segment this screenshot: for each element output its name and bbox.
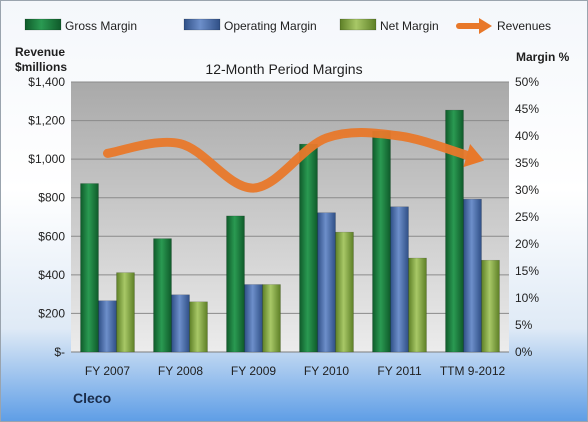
right-tick-label: 40%: [515, 129, 539, 143]
x-tick-label: FY 2011: [377, 364, 422, 378]
bar-gross-margin: [226, 215, 245, 353]
left-tick-label: $1,000: [28, 152, 65, 166]
left-tick-label: $800: [38, 191, 65, 205]
chart-title: 12-Month Period Margins: [205, 61, 362, 77]
right-tick-label: 5%: [515, 318, 533, 332]
right-tick-label: 10%: [515, 291, 539, 305]
right-axis-label: Margin %: [516, 50, 570, 64]
right-tick-label: 20%: [515, 237, 539, 251]
bar-gross-margin: [153, 238, 172, 353]
bar-operating-margin: [171, 294, 190, 353]
legend-arrowhead: [479, 18, 492, 34]
bar-net-margin: [408, 257, 427, 353]
right-tick-label: 35%: [515, 156, 539, 170]
x-tick-label: FY 2009: [231, 364, 276, 378]
bar-gross-margin: [299, 143, 318, 353]
left-tick-label: $-: [54, 345, 65, 359]
bar-operating-margin: [317, 212, 336, 353]
left-axis-label-line1: Revenue: [15, 45, 65, 59]
left-tick-label: $200: [38, 306, 65, 320]
legend: Gross Margin Operating Margin Net Margin Re…: [24, 18, 551, 34]
bars: [80, 109, 500, 353]
right-tick-label: 45%: [515, 102, 539, 116]
bar-operating-margin: [390, 206, 409, 353]
grid-lines: [71, 81, 509, 353]
left-axis-ticks: $- $200 $400 $600 $800 $1,000 $1,200 $1,400: [28, 75, 65, 359]
bar-gross-margin: [80, 183, 99, 353]
right-axis-ticks: 0% 5% 10% 15% 20% 25% 30% 35% 40% 45% 50%: [515, 75, 539, 359]
left-axis-label-line2: $millions: [15, 60, 67, 74]
legend-label: Gross Margin: [65, 19, 137, 33]
bar-net-margin: [481, 259, 500, 353]
right-tick-label: 30%: [515, 183, 539, 197]
left-tick-label: $400: [38, 268, 65, 282]
left-tick-label: $1,200: [28, 114, 65, 128]
right-tick-label: 50%: [515, 75, 539, 89]
bar-net-margin: [189, 301, 208, 353]
revenue-curve: [103, 127, 477, 193]
legend-swatch-operating-margin: [183, 18, 221, 31]
x-tick-label: FY 2010: [304, 364, 349, 378]
legend-swatch-net-margin: [339, 18, 377, 31]
bar-net-margin: [116, 272, 135, 353]
legend-swatch-gross-margin: [24, 18, 62, 31]
x-tick-label: FY 2007: [85, 364, 130, 378]
x-tick-label: TTM 9-2012: [440, 364, 506, 378]
revenue-arrowhead: [463, 144, 485, 168]
x-axis-ticks: FY 2007 FY 2008 FY 2009 FY 2010 FY 2011 TTM 9…: [85, 364, 506, 378]
bar-net-margin: [335, 231, 354, 353]
revenue-line: [103, 127, 485, 193]
left-tick-label: $1,400: [28, 75, 65, 89]
right-tick-label: 0%: [515, 345, 533, 359]
legend-label: Operating Margin: [224, 19, 317, 33]
bar-gross-margin: [372, 130, 391, 353]
bar-operating-margin: [244, 284, 263, 353]
bar-operating-margin: [98, 300, 117, 353]
right-tick-label: 25%: [515, 210, 539, 224]
legend-label: Revenues: [497, 19, 551, 33]
right-tick-label: 15%: [515, 264, 539, 278]
company-label: Cleco: [73, 390, 112, 406]
bar-net-margin: [262, 284, 281, 353]
x-tick-label: FY 2008: [158, 364, 203, 378]
plot-area: [71, 82, 509, 352]
left-tick-label: $600: [38, 229, 65, 243]
bar-operating-margin: [463, 198, 482, 353]
legend-label: Net Margin: [380, 19, 439, 33]
